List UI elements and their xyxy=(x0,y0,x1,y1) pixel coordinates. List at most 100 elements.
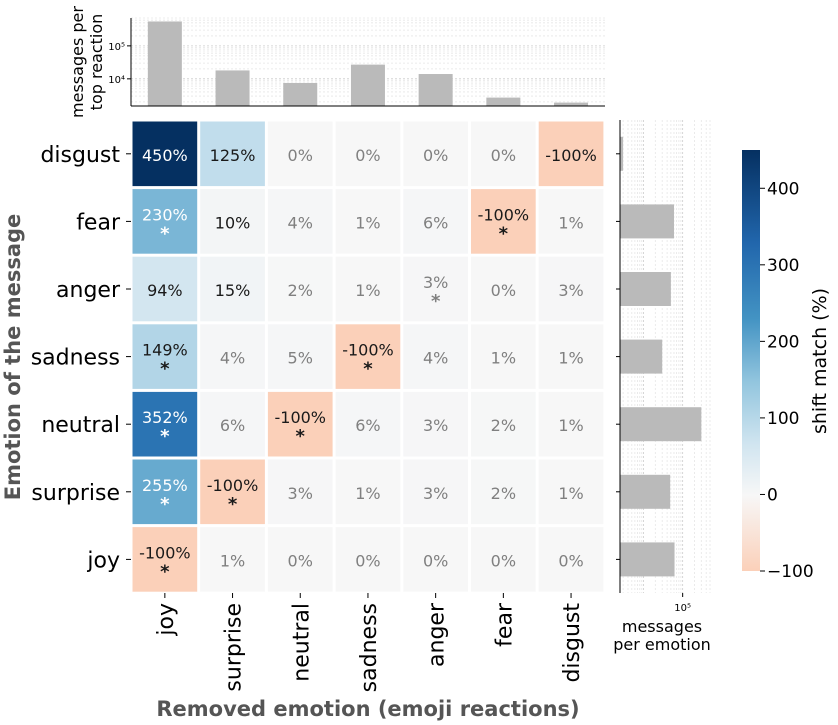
cell-sadness-sadness xyxy=(335,324,401,389)
cell-joy-fear xyxy=(471,527,536,592)
cell-sadness-surprise xyxy=(200,324,265,389)
column-label-fear: fear xyxy=(492,602,517,647)
colorbar-tick-label: 100 xyxy=(767,409,799,429)
right-bar-anger xyxy=(620,272,671,306)
cell-value-fear-joy: 230% xyxy=(142,205,188,224)
right-bar-surprise xyxy=(620,474,671,509)
cell-value-anger-anger: 3% xyxy=(423,273,448,292)
cell-joy-joy xyxy=(132,527,198,592)
top-bar-ylabel-line2: top reaction xyxy=(87,14,106,111)
cell-disgust-joy xyxy=(132,121,198,187)
cell-sadness-disgust xyxy=(538,324,604,389)
top-bar-neutral xyxy=(283,82,318,106)
column-label-neutral: neutral xyxy=(289,603,314,682)
cell-value-fear-disgust: 1% xyxy=(558,213,583,232)
significance-marker: * xyxy=(160,426,170,447)
significance-marker: * xyxy=(160,223,170,244)
cell-neutral-fear xyxy=(471,391,536,457)
cell-surprise-surprise xyxy=(200,459,265,525)
top-bar-joy xyxy=(147,21,182,107)
top-bar-chart: 10⁴ 10⁵ messages per top reaction xyxy=(68,6,605,118)
cell-surprise-neutral xyxy=(267,459,333,525)
right-bar-xlabel-line2: per emotion xyxy=(613,635,711,654)
significance-marker: * xyxy=(228,494,238,515)
cell-value-fear-neutral: 4% xyxy=(288,213,313,232)
row-label-surprise: surprise xyxy=(31,481,120,506)
cell-value-joy-fear: 0% xyxy=(491,551,516,570)
heatmap-cells: 450% 125% 0% 0% 0% 0% -100%230%*10% 4% 1% 6% -100%… xyxy=(132,121,604,592)
cell-neutral-disgust xyxy=(538,391,604,457)
right-bar-chart: 10⁵ messages per emotion xyxy=(613,120,711,654)
right-bar-joy xyxy=(620,542,675,577)
cell-neutral-neutral xyxy=(267,391,333,457)
colorbar-ticks: 400 300 200 100 0 −100 xyxy=(760,179,814,582)
cell-value-sadness-disgust: 1% xyxy=(558,349,583,368)
cell-neutral-surprise xyxy=(200,391,265,457)
cell-disgust-fear xyxy=(471,121,536,187)
cell-disgust-neutral xyxy=(267,121,333,187)
heatmap-column-labels: joy surprise neutral sadness anger fear disgus… xyxy=(154,593,585,692)
column-label-sadness: sadness xyxy=(357,603,382,692)
colorbar-tick-label: 200 xyxy=(767,332,799,352)
cell-value-anger-neutral: 2% xyxy=(288,281,313,300)
top-bar-sadness xyxy=(350,64,385,106)
top-tick-label: 10⁵ xyxy=(108,42,125,53)
cell-value-surprise-anger: 3% xyxy=(423,484,448,503)
cell-value-sadness-surprise: 4% xyxy=(220,349,245,368)
heatmap-row-labels: disgust fear anger sadness neutral surprise jo… xyxy=(31,143,131,573)
cell-value-neutral-joy: 352% xyxy=(142,408,188,427)
column-label-joy: joy xyxy=(154,603,179,637)
top-bar-surprise xyxy=(215,70,250,106)
cell-value-joy-disgust: 0% xyxy=(558,551,583,570)
cell-anger-disgust xyxy=(538,256,604,322)
cell-neutral-sadness xyxy=(335,391,401,457)
cell-disgust-disgust xyxy=(538,121,604,187)
cell-fear-anger xyxy=(403,189,468,254)
cell-disgust-surprise xyxy=(200,121,265,187)
heatmap: 450% 125% 0% 0% 0% 0% -100%230%*10% 4% 1% 6% -100%… xyxy=(1,121,604,721)
top-bar-ticks: 10⁴ 10⁵ xyxy=(108,42,131,86)
colorbar-tick-label: 0 xyxy=(767,485,778,505)
top-bar-fear xyxy=(486,97,521,106)
right-bar-fear xyxy=(620,204,674,239)
cell-value-disgust-surprise: 125% xyxy=(210,146,256,165)
cell-value-joy-neutral: 0% xyxy=(288,551,313,570)
significance-marker: * xyxy=(160,494,170,515)
cell-value-anger-sadness: 1% xyxy=(355,281,380,300)
cell-sadness-fear xyxy=(471,324,536,389)
cell-value-anger-disgust: 3% xyxy=(558,281,583,300)
cell-value-disgust-anger: 0% xyxy=(423,146,448,165)
cell-value-neutral-disgust: 1% xyxy=(558,416,583,435)
cell-neutral-joy xyxy=(132,391,198,457)
cell-value-disgust-sadness: 0% xyxy=(355,146,380,165)
cell-value-anger-joy: 94% xyxy=(147,281,183,300)
cell-joy-surprise xyxy=(200,527,265,592)
cell-value-anger-fear: 0% xyxy=(491,281,516,300)
row-label-anger: anger xyxy=(56,278,121,303)
colorbar-tick-label: 400 xyxy=(767,179,799,199)
cell-fear-neutral xyxy=(267,189,333,254)
cell-surprise-joy xyxy=(132,459,198,525)
top-bar-disgust xyxy=(554,102,589,106)
cell-anger-sadness xyxy=(335,256,401,322)
cell-value-surprise-fear: 2% xyxy=(491,484,516,503)
cell-disgust-sadness xyxy=(335,121,401,187)
cell-value-neutral-fear: 2% xyxy=(491,416,516,435)
cell-fear-joy xyxy=(132,189,198,254)
cell-value-fear-sadness: 1% xyxy=(355,213,380,232)
right-bar-sadness xyxy=(620,339,663,374)
cell-joy-disgust xyxy=(538,527,604,592)
cell-anger-fear xyxy=(471,256,536,322)
cell-fear-disgust xyxy=(538,189,604,254)
cell-surprise-sadness xyxy=(335,459,401,525)
right-bar-ticks: 10⁵ xyxy=(674,593,691,614)
cell-surprise-disgust xyxy=(538,459,604,525)
cell-value-surprise-disgust: 1% xyxy=(558,484,583,503)
row-label-neutral: neutral xyxy=(41,413,120,438)
cell-value-sadness-neutral: 5% xyxy=(288,349,313,368)
cell-value-surprise-sadness: 1% xyxy=(355,484,380,503)
significance-marker: * xyxy=(499,223,509,244)
top-tick-label: 10⁴ xyxy=(108,75,125,86)
significance-marker: * xyxy=(160,359,170,380)
cell-anger-surprise xyxy=(200,256,265,322)
